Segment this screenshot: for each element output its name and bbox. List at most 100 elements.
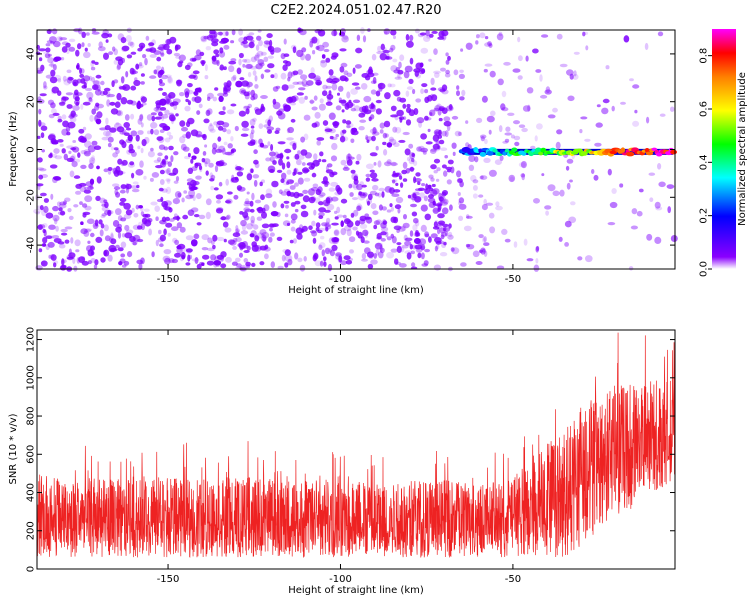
spectrogram-noise-speck [184,91,190,98]
spectrogram-noise-speck [504,138,510,143]
spectrogram-noise-speck [75,249,80,253]
spectrogram-noise-speck [498,31,503,37]
spectrogram-noise-speck [120,253,126,258]
spectrogram-noise-speck [357,204,363,211]
spectrogram-noise-speck [204,144,208,148]
spectrogram-noise-speck [234,125,239,132]
spectrogram-noise-speck [244,58,251,64]
snr-frame [36,329,676,570]
spectrogram-noise-speck [245,261,251,267]
spectrogram-noise-speck [141,139,147,147]
spectrogram-noise-speck [211,59,219,65]
spectrogram-noise-speck [191,96,197,102]
spectrogram-noise-speck [252,70,257,76]
spectrogram-noise-speck [346,91,351,99]
spectrogram-noise-speck [240,90,246,94]
spectrogram-noise-speck [267,55,274,59]
spectrogram-noise-speck [544,89,552,95]
spectrogram-noise-speck [281,84,289,91]
spectrogram-noise-speck [441,164,447,169]
spectrogram-noise-speck [335,105,342,111]
spectrogram-noise-speck [494,159,502,166]
spectrogram-noise-speck [157,87,164,91]
colorbar-tick-label: 0.0 [699,261,710,277]
spectrogram-noise-speck [164,74,172,78]
spectrogram-noise-speck [274,151,279,159]
spectrogram-noise-speck [58,36,63,42]
spectrogram-noise-speck [304,95,308,100]
spectrogram-noise-speck [475,261,483,265]
spectrogram-noise-speck [278,108,285,113]
spectrogram-noise-speck [160,49,164,56]
spectrogram-noise-speck [355,220,360,227]
spectrogram-noise-speck [409,166,415,172]
spectrogram-noise-speck [420,47,429,54]
spectrogram-noise-speck [100,80,105,86]
spectrogram-noise-speck [380,238,386,242]
spectrogram-noise-speck [394,258,399,265]
spectrogram-noise-speck [417,252,422,259]
spectrogram-noise-speck [483,198,488,205]
spectrogram-noise-speck [311,187,319,192]
spectrogram-noise-speck [113,147,119,151]
spectrogram-noise-speck [440,234,445,240]
spectrogram-noise-speck [59,143,64,147]
spectrogram-noise-speck [444,72,451,78]
spectrogram-noise-speck [138,205,143,209]
spectrogram-noise-speck [400,182,404,188]
spectrogram-noise-speck [500,103,506,111]
spectrogram-noise-speck [149,54,157,58]
spectrogram-noise-speck [94,219,99,227]
spectrogram-noise-speck [227,191,233,195]
spectrogram-noise-speck [203,158,211,165]
spectrogram-noise-speck [100,214,106,219]
spectrogram-noise-speck [67,208,72,213]
spectrogram-noise-speck [303,133,309,141]
spectrogram-noise-speck [278,189,283,194]
spectrogram-noise-speck [136,225,143,230]
spectrogram-noise-speck [234,176,239,181]
spectrogram-noise-speck [52,176,58,184]
spectrogram-noise-speck [487,41,492,47]
spectrogram-noise-speck [436,167,441,172]
spectrogram-noise-speck [390,162,398,166]
spectrogram-noise-speck [636,210,643,217]
y-tick-label: 200 [26,521,37,540]
spectrogram-noise-speck [153,107,159,112]
spectrogram-noise-speck [361,258,368,262]
spectrogram-noise-speck [470,175,477,182]
spectrogram-noise-speck [76,64,80,70]
spectrogram-noise-speck [264,244,269,250]
spectrogram-noise-speck [520,173,526,178]
spectrogram-noise-speck [250,208,255,213]
spectrogram-noise-speck [121,45,130,52]
spectrogram-noise-speck [325,169,333,174]
spectrogram-noise-speck [223,141,228,146]
spectrogram-noise-speck [246,223,254,230]
spectrogram-noise-speck [131,207,135,213]
spectrogram-noise-speck [309,99,314,105]
spectrogram-noise-speck [340,76,345,82]
colorbar: 0.00.20.40.60.8 Normalized spectral ampl… [699,29,748,277]
spectrogram-noise-speck [320,235,325,240]
spectrogram-noise-speck [108,244,117,253]
spectrogram-noise-speck [523,238,528,246]
spectrogram-noise-speck [261,211,267,219]
spectrogram-noise-speck [261,231,270,239]
spectrogram-noise-speck [352,67,356,74]
spectrogram-noise-speck [83,189,92,194]
spectrogram-noise-speck [507,112,515,117]
spectrogram-noise-speck [395,261,402,265]
spectrogram-noise-speck [415,230,419,235]
spectrogram-noise-speck [297,171,303,175]
spectrogram-noise-speck [42,237,48,244]
spectrogram-noise-speck [313,209,317,216]
x-tick-label: -50 [505,574,521,585]
spectrogram-noise-speck [198,214,206,220]
spectrogram-noise-speck [159,243,164,248]
spectrogram-noise-speck [218,181,223,187]
spectrogram-noise-speck [545,210,549,216]
x-tick-label: -100 [329,574,352,585]
spectrogram-noise-speck [479,32,486,39]
spectrogram-noise-speck [185,248,193,253]
